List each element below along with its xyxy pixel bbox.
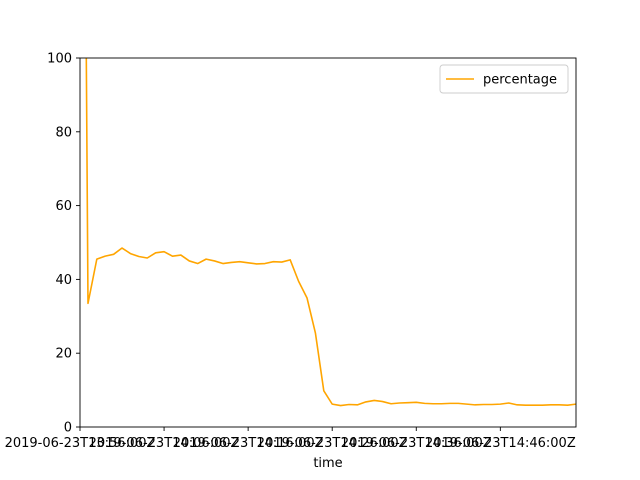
x-tick-label: 2019-06-23T14:06:00Z [89,436,240,451]
x-tick-label: 2019-06-23T14:16:00Z [173,436,324,451]
y-tick-label: 20 [55,347,72,362]
x-tick-label: 2019-06-23T13:56:00Z [5,436,156,451]
y-tick-label: 80 [55,125,72,140]
axes: 0204060801002019-06-23T13:56:00Z2019-06-… [5,52,577,471]
series-line-percentage [85,57,576,407]
x-tick-label: 2019-06-23T14:26:00Z [257,436,408,451]
x-axis-label: time [313,456,342,471]
legend: percentage [439,64,569,94]
axes-frame [79,57,577,428]
x-tick-label: 2019-06-23T14:46:00Z [425,436,576,451]
plot-area [85,57,576,407]
y-tick-label: 0 [64,421,72,436]
legend-box [439,64,569,94]
y-tick-label: 40 [55,273,72,288]
y-tick-label: 60 [55,199,72,214]
y-tick-label: 100 [47,52,72,67]
legend-label: percentage [483,73,557,88]
x-tick-label: 2019-06-23T14:36:00Z [341,436,492,451]
